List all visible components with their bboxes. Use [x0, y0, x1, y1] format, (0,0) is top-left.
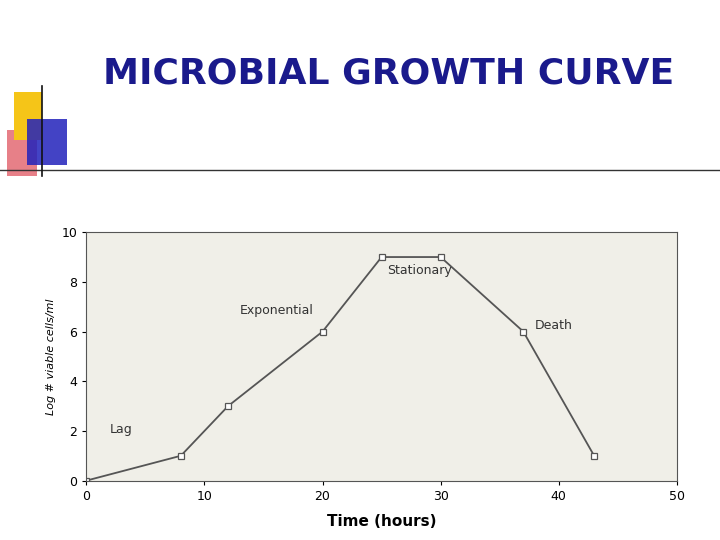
Text: MICROBIAL GROWTH CURVE: MICROBIAL GROWTH CURVE	[103, 57, 675, 91]
Text: Stationary: Stationary	[387, 264, 452, 277]
Text: Lag: Lag	[110, 423, 132, 436]
Text: Exponential: Exponential	[240, 303, 314, 316]
Y-axis label: Log # viable cells/ml: Log # viable cells/ml	[46, 298, 56, 415]
X-axis label: Time (hours): Time (hours)	[327, 514, 436, 529]
Text: Death: Death	[535, 319, 573, 332]
